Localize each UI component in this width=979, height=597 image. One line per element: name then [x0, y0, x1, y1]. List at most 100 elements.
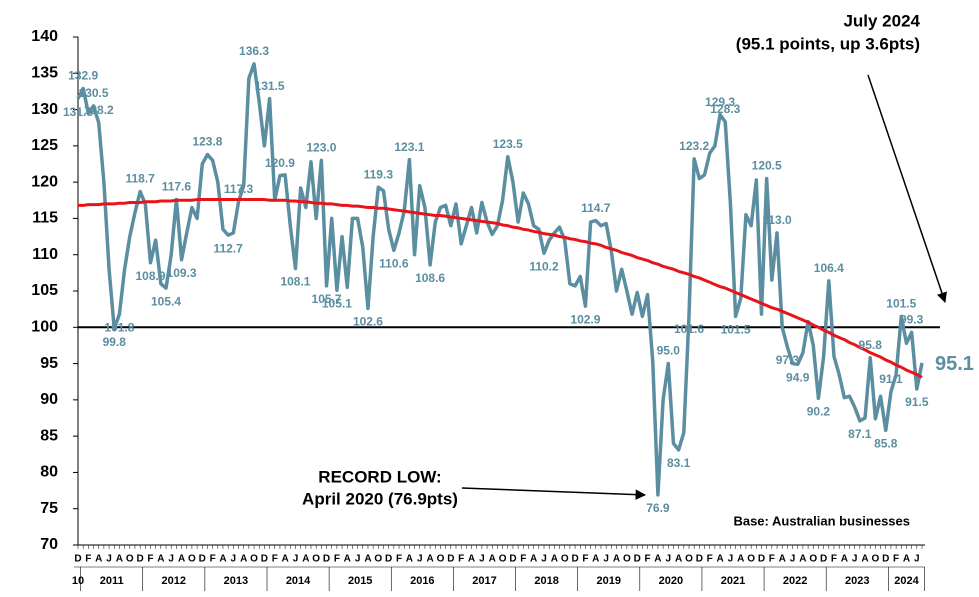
value-label: 129.3	[705, 95, 735, 109]
x-tick-label: F	[582, 554, 588, 565]
x-tick-label: J	[479, 554, 485, 565]
x-tick-label: D	[323, 554, 330, 565]
value-label: 106.4	[814, 261, 844, 275]
x-tick-label: A	[302, 554, 309, 565]
value-label: 94.9	[786, 370, 810, 384]
x-tick-label: O	[685, 554, 693, 565]
x-tick-label: D	[696, 554, 703, 565]
x-tick-label: J	[231, 554, 237, 565]
x-tick-label: J	[852, 554, 858, 565]
annotation: April 2020 (76.9pts)	[302, 489, 458, 508]
x-tick-label: O	[561, 554, 569, 565]
value-label: 114.7	[581, 201, 611, 215]
x-tick-label: A	[116, 554, 123, 565]
x-tick-label: D	[820, 554, 827, 565]
year-label: 2018	[534, 575, 558, 587]
value-label: 131.5	[63, 105, 93, 119]
value-label: 118.7	[125, 172, 155, 186]
year-label: 2023	[845, 575, 869, 587]
x-tick-label: F	[520, 554, 526, 565]
value-label: 120.9	[265, 156, 295, 170]
y-tick-label: 70	[40, 536, 58, 553]
x-tick-label: J	[728, 554, 734, 565]
x-tick-label: J	[790, 554, 796, 565]
x-tick-label: O	[126, 554, 134, 565]
value-label: 95.0	[657, 344, 681, 358]
x-tick-label: A	[344, 554, 351, 565]
value-label: 95.8	[859, 338, 883, 352]
x-tick-label: J	[603, 554, 609, 565]
value-label: 99.3	[900, 313, 924, 327]
year-label: 2017	[472, 575, 496, 587]
value-label: 120.5	[752, 159, 782, 173]
value-label: 90.2	[807, 405, 831, 419]
value-label: 113.0	[762, 213, 792, 227]
value-label: 123.5	[493, 137, 523, 151]
value-label: 108.1	[280, 275, 310, 289]
x-tick-label: A	[903, 554, 910, 565]
x-tick-label: F	[334, 554, 340, 565]
x-tick-label: A	[841, 554, 848, 565]
x-tick-label: D	[509, 554, 516, 565]
year-label: 2019	[596, 575, 620, 587]
base-note: Base: Australian businesses	[733, 513, 910, 528]
y-tick-label: 110	[32, 246, 58, 263]
x-tick-label: A	[364, 554, 371, 565]
value-label: 128.3	[710, 102, 740, 116]
annotation-arrow	[867, 74, 947, 303]
y-tick-label: 105	[31, 282, 58, 299]
value-label: 102.6	[353, 315, 383, 329]
year-label: 2013	[224, 575, 248, 587]
value-label: 108.6	[415, 271, 445, 285]
x-tick-label: A	[426, 554, 433, 565]
value-label: 132.9	[68, 69, 98, 83]
year-label: 2022	[783, 575, 807, 587]
x-tick-label: J	[106, 554, 112, 565]
x-tick-label: A	[406, 554, 413, 565]
x-tick-label: O	[312, 554, 320, 565]
value-label: 101.6	[674, 322, 704, 336]
x-tick-label: F	[645, 554, 651, 565]
value-label: 123.1	[394, 140, 424, 154]
year-label: 2012	[162, 575, 186, 587]
x-tick-label: F	[831, 554, 837, 565]
x-tick-label: F	[210, 554, 216, 565]
x-tick-label: F	[396, 554, 402, 565]
value-label: 101.5	[721, 323, 751, 337]
x-tick-label: A	[95, 554, 102, 565]
value-label: 123.2	[679, 139, 709, 153]
value-label: 99.8	[103, 335, 127, 349]
x-tick-label: F	[458, 554, 464, 565]
x-tick-label: D	[758, 554, 765, 565]
x-tick-label: D	[385, 554, 392, 565]
x-tick-label: O	[250, 554, 258, 565]
x-tick-label: F	[147, 554, 153, 565]
x-tick-label: D	[571, 554, 578, 565]
value-label: 117.6	[162, 180, 192, 194]
value-label: 130.5	[79, 86, 109, 100]
y-tick-label: 115	[32, 210, 58, 227]
annotation: RECORD LOW:	[318, 467, 441, 486]
value-label: 109.3	[167, 266, 197, 280]
value-label: 85.8	[874, 437, 898, 451]
x-tick-label: D	[137, 554, 144, 565]
x-tick-label: O	[747, 554, 755, 565]
value-label: 101.8	[104, 320, 134, 334]
value-label: 87.1	[848, 427, 872, 441]
annotation: (95.1 points, up 3.6pts)	[736, 34, 920, 53]
x-tick-label: F	[85, 554, 91, 565]
value-label: 105.7	[312, 292, 342, 306]
value-label: 123.0	[306, 141, 336, 155]
x-tick-label: A	[530, 554, 537, 565]
x-tick-label: A	[592, 554, 599, 565]
x-tick-label: J	[914, 554, 920, 565]
y-tick-label: 75	[40, 500, 58, 517]
value-label: 76.9	[646, 501, 670, 515]
x-tick-label: F	[769, 554, 775, 565]
x-tick-label: O	[374, 554, 382, 565]
x-tick-label: A	[675, 554, 682, 565]
x-tick-label: F	[707, 554, 713, 565]
x-tick-label: J	[168, 554, 174, 565]
